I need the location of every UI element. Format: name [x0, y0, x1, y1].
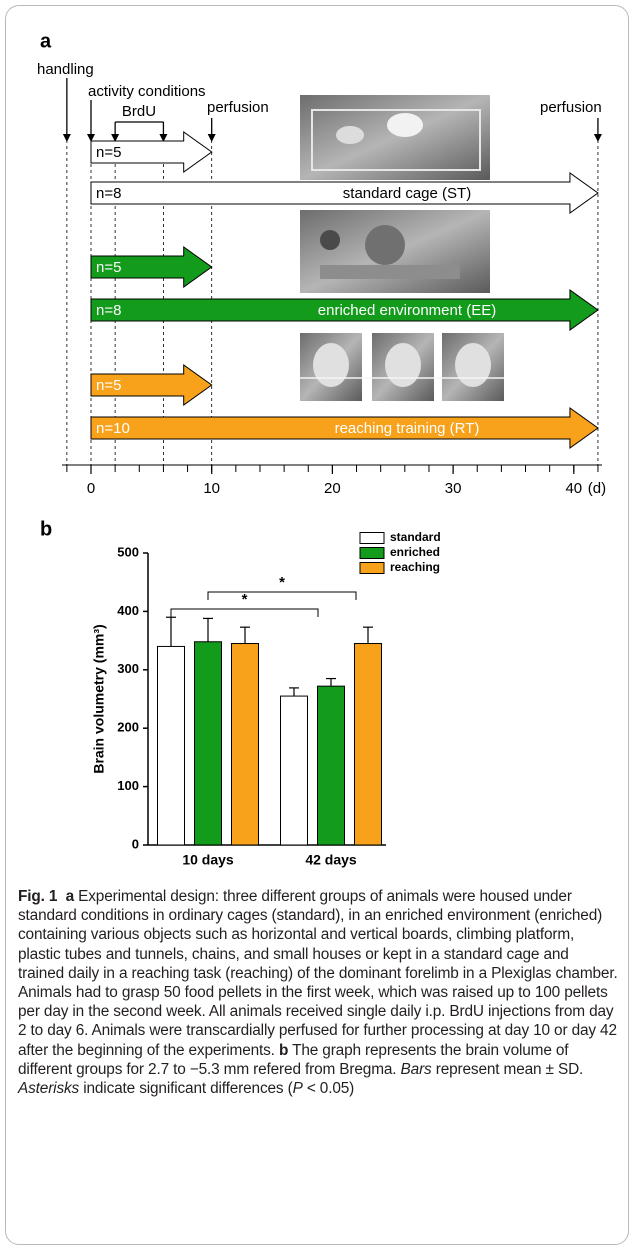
group-n: n=5 — [96, 377, 121, 394]
axis-tick-label: 0 — [87, 480, 95, 497]
short-arrow — [90, 246, 213, 288]
caption-term: Bars — [400, 1060, 432, 1078]
y-tick-label: 300 — [117, 661, 139, 676]
figure-caption: Fig. 1 a Experimental design: three diff… — [18, 887, 618, 1098]
event-arrowhead — [111, 134, 120, 142]
legend-label: standard — [390, 530, 441, 544]
significance-bracket — [170, 608, 319, 617]
event-label: BrdU — [122, 103, 156, 120]
y-tick-label: 400 — [117, 603, 139, 618]
event-label: perfusion — [540, 99, 602, 116]
group-name: reaching training (RT) — [335, 420, 480, 437]
caption-text: indicate significant differences ( — [83, 1080, 293, 1098]
event-arrowhead — [87, 134, 95, 142]
legend-label: enriched — [390, 545, 440, 559]
legend-swatch — [359, 562, 385, 574]
event-arrowhead — [159, 134, 168, 142]
bar — [354, 643, 382, 846]
caption-term: Asterisks — [18, 1080, 80, 1098]
significance-label: * — [279, 574, 285, 591]
x-tick-label: 10 days — [182, 852, 234, 868]
y-tick-label: 200 — [117, 720, 139, 735]
group-n: n=8 — [96, 302, 121, 319]
bar — [157, 645, 185, 846]
figure-graphics: a handling activity conditions BrdU perfusio… — [37, 30, 606, 868]
group-name: standard cage (ST) — [343, 185, 471, 202]
axis-tick-label: 30 — [445, 480, 462, 497]
significance-bracket — [207, 591, 357, 600]
caption-text: < 0.05) — [306, 1080, 355, 1098]
figure-frame — [5, 5, 629, 1245]
event-arrowhead — [207, 134, 216, 142]
figure-label: Fig. 1 — [18, 888, 58, 905]
caption-term: P — [292, 1080, 303, 1098]
group-n: n=8 — [96, 185, 121, 202]
photo-reaching-chambers — [300, 333, 504, 401]
y-tick-label: 0 — [132, 836, 139, 851]
y-tick-label: 100 — [117, 778, 139, 793]
caption-text: The graph represents the brain volume of… — [18, 1041, 569, 1078]
significance-label: * — [242, 591, 248, 608]
event-label: handling — [37, 61, 94, 78]
long-arrow — [90, 289, 599, 331]
caption-text: represent mean ± SD. — [435, 1060, 584, 1078]
photo-standard-cage — [300, 95, 490, 180]
axis-tick-label: 10 — [203, 480, 220, 497]
panel-label: a — [40, 30, 52, 52]
long-arrow — [90, 407, 599, 449]
photo-enriched-environment — [300, 210, 490, 293]
axis-tick-label: 40 — [565, 480, 582, 497]
event-arrowhead — [593, 134, 602, 142]
event-label: perfusion — [207, 99, 269, 116]
axis-tick-label: 20 — [324, 480, 341, 497]
short-arrow — [90, 364, 213, 406]
panel-label: b — [40, 518, 52, 540]
group-n: n=5 — [96, 144, 121, 161]
panel-label: a — [65, 888, 75, 905]
group-n: n=5 — [96, 259, 121, 276]
axis-unit: (d) — [588, 480, 606, 497]
group-name: enriched environment (EE) — [318, 302, 496, 319]
legend-swatch — [359, 547, 385, 559]
legend-swatch — [359, 532, 385, 544]
bar — [317, 685, 345, 846]
x-tick-label: 42 days — [305, 852, 357, 868]
legend-label: reaching — [390, 560, 440, 574]
bar — [231, 643, 259, 846]
short-arrow — [90, 131, 213, 173]
event-label: activity conditions — [88, 83, 206, 100]
bar — [280, 695, 308, 846]
event-arrowhead — [62, 134, 71, 142]
y-tick-label: 500 — [117, 544, 139, 559]
long-arrow — [90, 172, 599, 214]
group-n: n=10 — [96, 420, 130, 437]
y-axis-label: Brain volumetry (mm³) — [91, 624, 107, 773]
bar — [194, 641, 222, 846]
caption-text: Experimental design: three different gro… — [18, 888, 618, 1059]
panel-label: b — [278, 1041, 289, 1059]
